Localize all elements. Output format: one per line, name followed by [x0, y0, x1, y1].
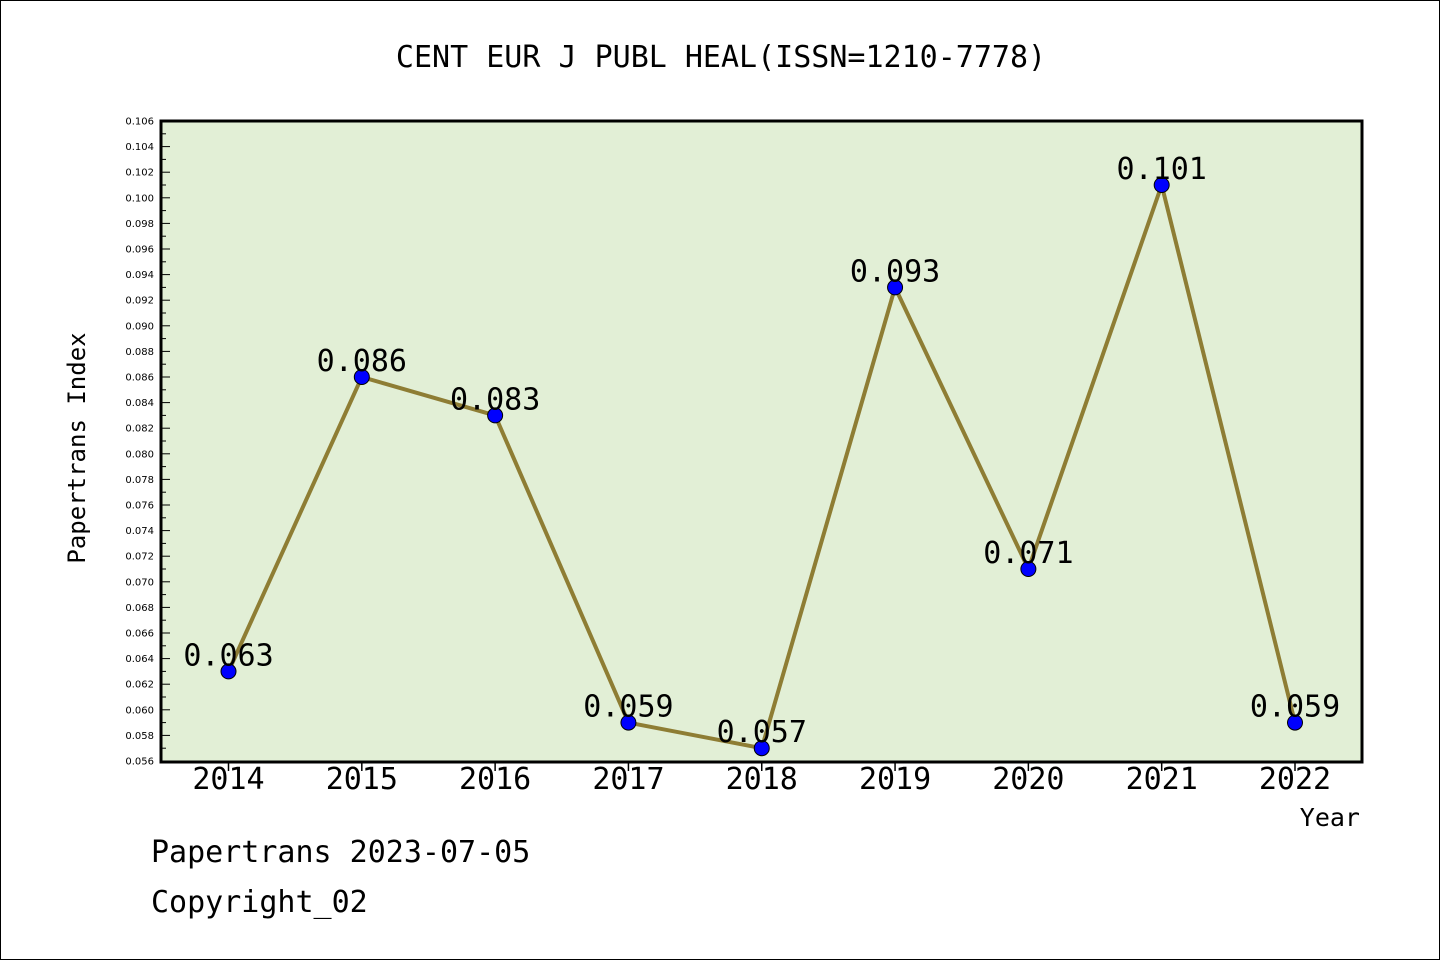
y-tick-label: 0.092: [125, 296, 154, 307]
y-tick-label: 0.068: [125, 603, 154, 614]
data-label: 0.059: [583, 690, 673, 725]
y-tick-label: 0.070: [125, 577, 154, 588]
y-tick-label: 0.084: [125, 398, 154, 409]
footer-copyright: Copyright_02: [151, 885, 368, 920]
data-point: [353, 369, 370, 385]
y-axis: 0.056 0.058 0.060 0.062 0.064 0.066 0.068 0.070…: [125, 117, 170, 768]
y-tick-label: 0.074: [125, 526, 154, 537]
data-label: 0.086: [317, 344, 407, 379]
y-tick-label: 0.064: [125, 654, 154, 665]
data-point: [220, 663, 237, 680]
y-tick-label: 0.076: [125, 501, 154, 512]
y-tick-label: 0.056: [125, 757, 154, 768]
x-tick-label: 2014: [192, 762, 264, 797]
y-tick-label: 0.098: [125, 219, 154, 230]
y-tick-label: 0.102: [125, 168, 154, 179]
footer-date: Papertrans 2023-07-05: [151, 835, 531, 870]
y-tick-label: 0.060: [125, 705, 154, 716]
y-tick-label: 0.096: [125, 245, 154, 256]
data-point: [753, 740, 770, 757]
x-tick-label: 2017: [592, 762, 664, 797]
y-tick-label: 0.058: [125, 731, 154, 742]
x-axis: 2014 2015 2016 2017 2018 2019 2020 2021 2022: [192, 761, 1331, 797]
x-tick-label: 2016: [459, 762, 531, 797]
y-axis-label: Papertrans Index: [63, 332, 91, 563]
data-point: [487, 407, 504, 424]
data-point: [620, 714, 637, 731]
y-tick-label: 0.080: [125, 449, 154, 460]
y-tick-label: 0.094: [125, 270, 154, 281]
data-point: [1287, 714, 1303, 731]
y-tick-label: 0.090: [125, 321, 154, 332]
plot-area: [159, 119, 1364, 764]
series-group: 0.063 0.086 0.083 0.059 0.057 0.093 0.071 0.101…: [183, 152, 1340, 757]
data-point: [1153, 177, 1170, 193]
data-label: 0.071: [983, 536, 1073, 571]
x-tick-label: 2019: [859, 762, 931, 797]
data-label: 0.083: [450, 382, 540, 417]
y-tick-label: 0.066: [125, 629, 154, 640]
x-tick-label: 2020: [992, 762, 1064, 797]
y-tick-label: 0.086: [125, 373, 154, 384]
y-tick-label: 0.088: [125, 347, 154, 358]
x-tick-label: 2022: [1259, 762, 1331, 797]
y-tick-label: 0.078: [125, 475, 154, 486]
x-tick-label: 2021: [1126, 762, 1198, 797]
x-axis-label: Year: [1300, 803, 1360, 832]
chart-title: CENT EUR J PUBL HEAL(ISSN=1210-7778): [396, 40, 1046, 75]
y-tick-label: 0.072: [125, 552, 154, 563]
data-point: [1020, 561, 1037, 577]
y-tick-label: 0.082: [125, 424, 154, 435]
data-label: 0.057: [717, 715, 807, 750]
data-label: 0.101: [1117, 152, 1207, 187]
x-tick-label: 2018: [726, 762, 798, 797]
y-tick-label: 0.100: [125, 193, 154, 204]
y-tick-label: 0.106: [125, 117, 154, 128]
data-label: 0.063: [183, 638, 273, 673]
y-tick-label: 0.062: [125, 680, 154, 691]
data-point: [887, 279, 904, 296]
y-tick-label: 0.104: [125, 142, 154, 153]
data-label: 0.093: [850, 254, 940, 289]
data-label: 0.059: [1250, 690, 1340, 725]
x-tick-label: 2015: [326, 762, 398, 797]
